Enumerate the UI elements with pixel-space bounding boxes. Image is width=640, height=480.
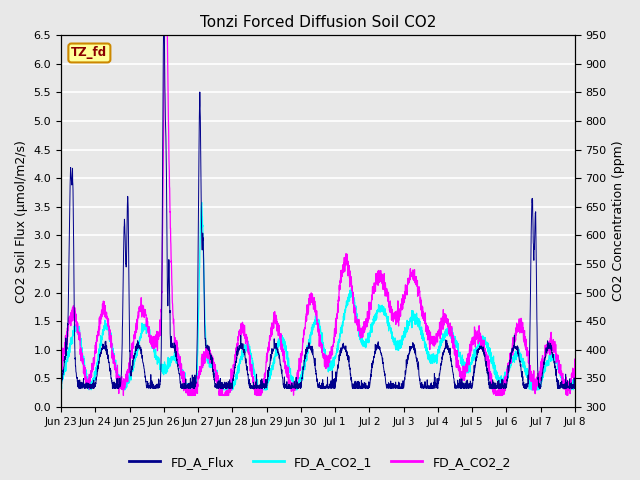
Text: TZ_fd: TZ_fd: [71, 47, 108, 60]
Y-axis label: CO2 Soil Flux (μmol/m2/s): CO2 Soil Flux (μmol/m2/s): [15, 140, 28, 302]
Legend: FD_A_Flux, FD_A_CO2_1, FD_A_CO2_2: FD_A_Flux, FD_A_CO2_1, FD_A_CO2_2: [124, 451, 516, 474]
Title: Tonzi Forced Diffusion Soil CO2: Tonzi Forced Diffusion Soil CO2: [200, 15, 436, 30]
X-axis label: Time: Time: [559, 444, 590, 457]
Y-axis label: CO2 Concentration (ppm): CO2 Concentration (ppm): [612, 141, 625, 301]
